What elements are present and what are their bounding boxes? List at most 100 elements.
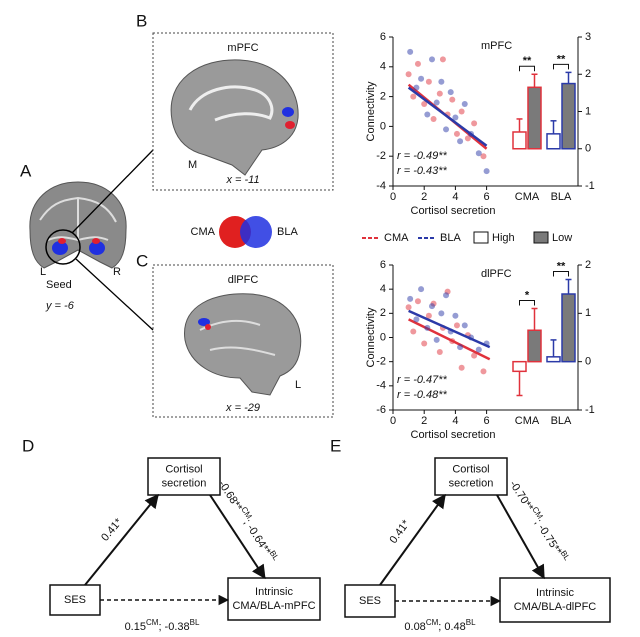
arrow bbox=[209, 494, 266, 580]
point bbox=[443, 126, 450, 133]
y-tick-label: 4 bbox=[380, 61, 386, 73]
bar bbox=[546, 133, 561, 150]
y2-tick-label: 0 bbox=[585, 143, 591, 155]
legend-label: High bbox=[492, 232, 515, 244]
point bbox=[475, 346, 482, 353]
point bbox=[443, 292, 450, 299]
superscript: BL bbox=[466, 618, 476, 627]
path-coefficient: 0.08CM; 0.48BL bbox=[404, 618, 476, 633]
point bbox=[480, 368, 487, 375]
arrow bbox=[379, 493, 446, 586]
node-box bbox=[227, 577, 321, 621]
node-box bbox=[147, 457, 221, 496]
point bbox=[418, 75, 425, 82]
x-tick-label: CMA bbox=[515, 415, 540, 427]
bar bbox=[561, 82, 576, 150]
point bbox=[458, 364, 465, 371]
panel-label: B bbox=[136, 11, 147, 30]
slice-coord: x = -29 bbox=[225, 402, 260, 414]
significance-label: ** bbox=[557, 260, 566, 272]
box-label: CMA/BLA-dlPFC bbox=[514, 601, 597, 613]
overlap-label: CMA bbox=[191, 226, 216, 238]
x-tick-label: 4 bbox=[452, 415, 458, 427]
trend-line bbox=[407, 86, 488, 147]
y-tick-label: 0 bbox=[380, 120, 386, 132]
panel-label: C bbox=[136, 251, 148, 270]
coefficient: 0.15 bbox=[125, 621, 146, 633]
box-label: Cortisol bbox=[452, 463, 489, 475]
y2-tick-label: 1 bbox=[585, 307, 591, 319]
point bbox=[433, 336, 440, 343]
y-axis-label: Connectivity bbox=[365, 307, 377, 367]
path-coefficient: 0.15CM; -0.38BL bbox=[125, 618, 200, 633]
y-tick-label: -2 bbox=[376, 150, 386, 162]
x-tick-label: 6 bbox=[484, 415, 490, 427]
significance-bracket bbox=[553, 63, 569, 70]
x-tick-label: 4 bbox=[452, 191, 458, 203]
y-tick-label: 0 bbox=[380, 331, 386, 343]
bar bbox=[512, 131, 527, 150]
legend-label: CMA bbox=[384, 232, 409, 244]
y2-tick-label: 3 bbox=[585, 31, 591, 43]
point bbox=[480, 153, 487, 160]
box-label: Intrinsic bbox=[536, 587, 574, 599]
point bbox=[439, 56, 446, 63]
side-label: R bbox=[113, 266, 121, 278]
point bbox=[421, 101, 428, 108]
point bbox=[461, 322, 468, 329]
superscript: CM bbox=[146, 618, 159, 627]
point bbox=[461, 101, 468, 108]
coefficient: ; 0.48 bbox=[438, 621, 466, 633]
coefficient: 0.08 bbox=[404, 621, 425, 633]
x-tick-label: 6 bbox=[484, 191, 490, 203]
y2-tick-label: -1 bbox=[585, 404, 595, 416]
node-box bbox=[434, 457, 508, 496]
significance-label: ** bbox=[557, 53, 566, 65]
correlation-label: r = -0.49** bbox=[397, 150, 448, 162]
point bbox=[424, 324, 431, 331]
trend-line bbox=[408, 309, 491, 349]
x-tick-label: BLA bbox=[551, 415, 572, 427]
legend-swatch bbox=[473, 231, 489, 244]
point bbox=[453, 130, 460, 137]
point bbox=[405, 71, 412, 78]
slice-coord: x = -11 bbox=[225, 174, 259, 186]
x-tick-label: BLA bbox=[551, 191, 572, 203]
point bbox=[475, 150, 482, 157]
significance-bracket bbox=[553, 271, 569, 277]
point bbox=[429, 303, 435, 310]
coefficient: ; -0.64** bbox=[241, 517, 273, 557]
box-label: CMA/BLA-mPFC bbox=[232, 600, 315, 612]
path-coefficient: -0.70**CM; -0.75**BL bbox=[507, 477, 572, 566]
panel-frame bbox=[152, 32, 334, 191]
point bbox=[452, 114, 459, 121]
point bbox=[438, 310, 445, 317]
arrow bbox=[84, 493, 159, 586]
point bbox=[433, 99, 440, 106]
x-tick-label: 2 bbox=[421, 415, 427, 427]
bla-circle bbox=[240, 216, 272, 248]
point bbox=[418, 286, 425, 293]
x-axis-label: Cortisol secretion bbox=[411, 429, 496, 441]
point bbox=[424, 111, 431, 118]
point bbox=[453, 322, 460, 329]
y-tick-label: 6 bbox=[380, 31, 386, 43]
point bbox=[425, 78, 432, 85]
coronal-brain bbox=[29, 149, 154, 331]
lateral-brain bbox=[184, 293, 302, 396]
point bbox=[414, 298, 421, 305]
bar bbox=[546, 356, 561, 363]
path-coefficient: 0.41* bbox=[388, 517, 413, 545]
correlation-label: r = -0.47** bbox=[397, 374, 448, 386]
x-tick-label: 2 bbox=[421, 191, 427, 203]
point bbox=[457, 138, 464, 145]
panel-label: D bbox=[22, 436, 34, 455]
region-title: dlPFC bbox=[228, 274, 259, 286]
trend-line bbox=[408, 318, 491, 361]
point bbox=[407, 295, 414, 302]
point bbox=[425, 312, 432, 319]
point bbox=[438, 78, 445, 85]
x-tick-label: CMA bbox=[515, 191, 540, 203]
coefficient: ; -0.75** bbox=[532, 517, 564, 557]
